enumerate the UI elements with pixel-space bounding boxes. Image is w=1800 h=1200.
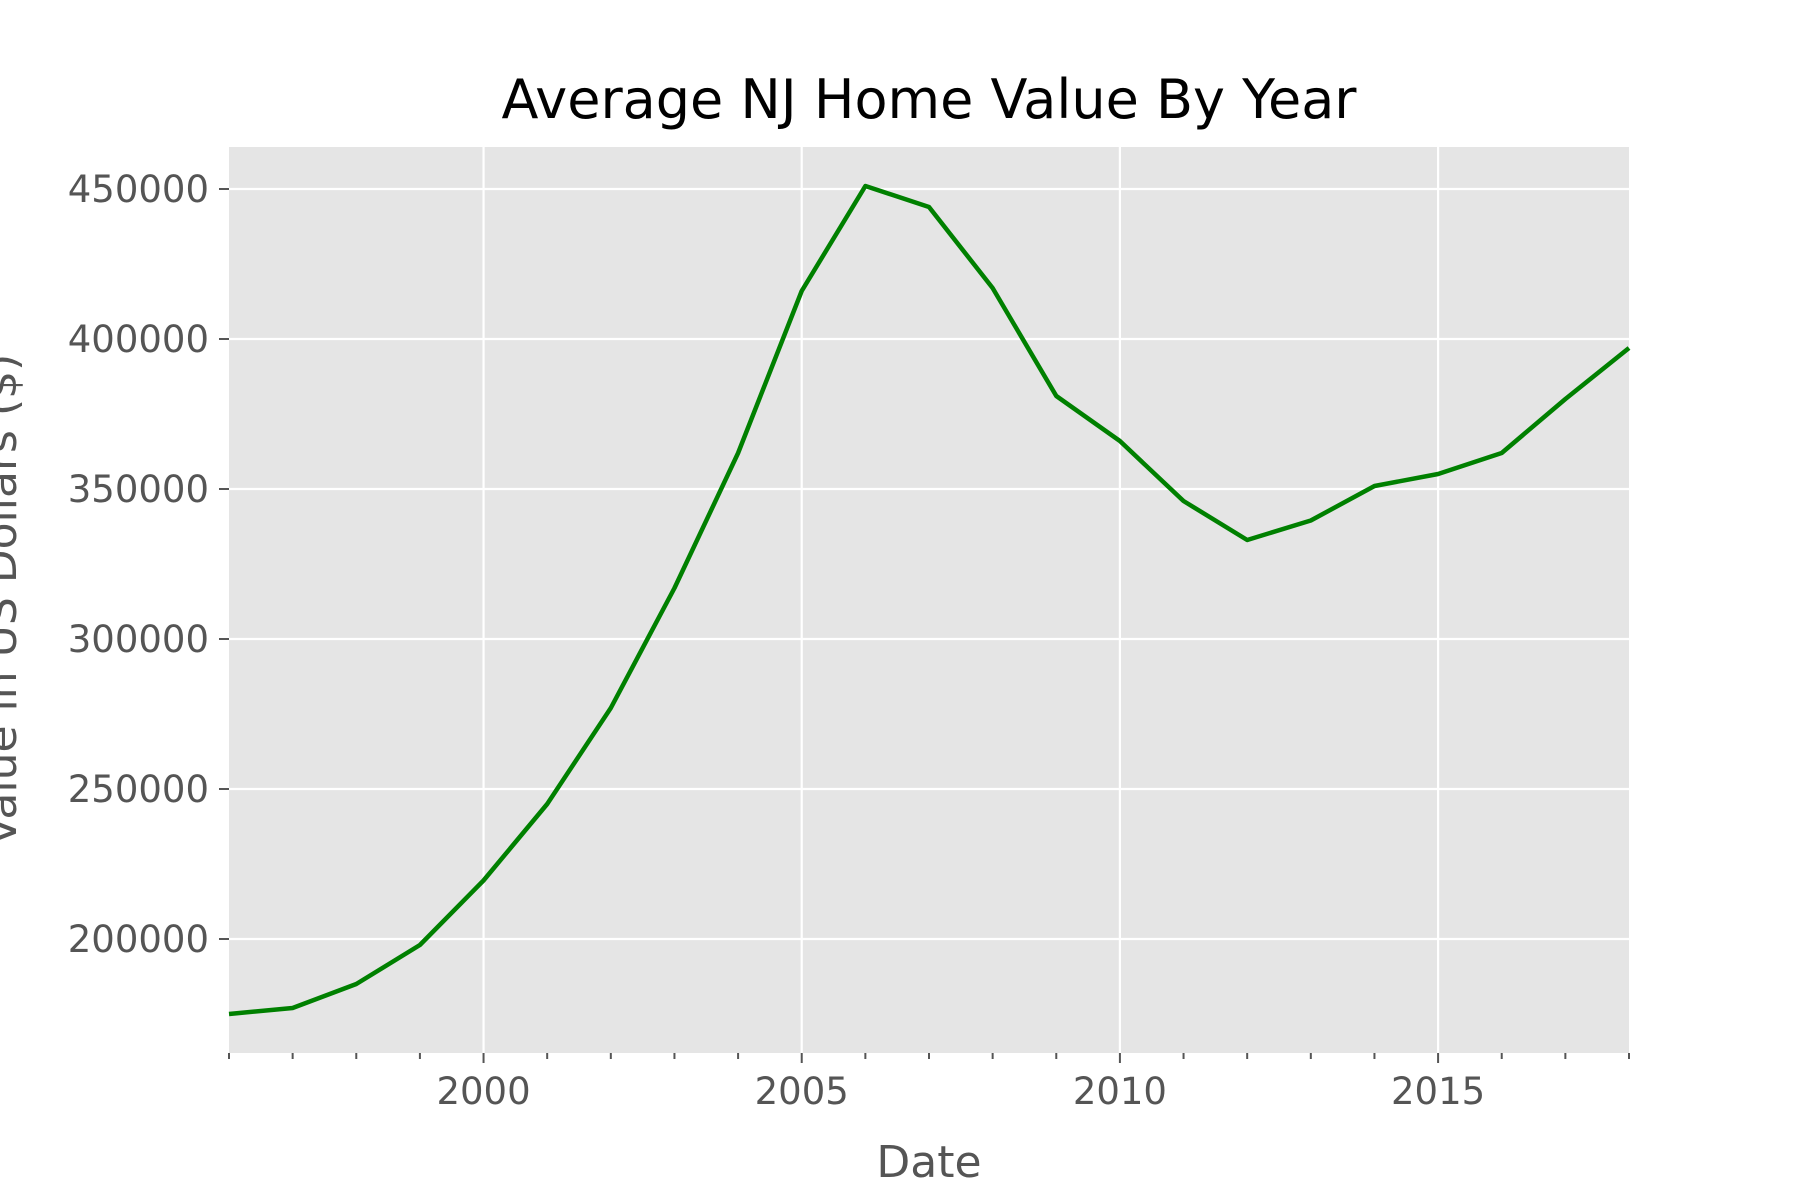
series-line <box>228 183 1631 1017</box>
x-tick-label: 2015 <box>1391 1070 1485 1113</box>
grid-lines <box>229 147 1629 1053</box>
x-tick-label: 2000 <box>436 1070 530 1113</box>
plot-area <box>229 147 1629 1053</box>
y-tick-label: 200000 <box>68 918 209 961</box>
y-tick-label: 250000 <box>68 768 209 811</box>
y-tick-label: 300000 <box>68 618 209 661</box>
x-tick-label: 2010 <box>1073 1070 1167 1113</box>
y-axis-label: Value in US Dollars ($) <box>0 354 27 847</box>
chart-title: Average NJ Home Value By Year <box>502 68 1358 131</box>
data-series <box>228 183 1631 1017</box>
y-tick-label: 400000 <box>68 318 209 361</box>
x-axis-label: Date <box>876 1137 981 1188</box>
x-axis-ticks: 2000 2005 2010 2015 <box>228 1053 1630 1113</box>
y-tick-label: 350000 <box>68 468 209 511</box>
y-tick-label: 450000 <box>68 168 209 211</box>
x-tick-label: 2005 <box>755 1070 849 1113</box>
y-axis-ticks: 200000 250000 300000 350000 400000 450000 <box>68 168 229 961</box>
